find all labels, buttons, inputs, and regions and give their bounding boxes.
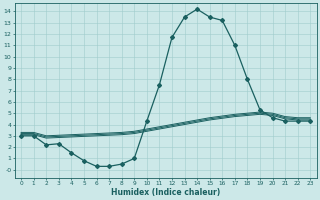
X-axis label: Humidex (Indice chaleur): Humidex (Indice chaleur): [111, 188, 220, 197]
